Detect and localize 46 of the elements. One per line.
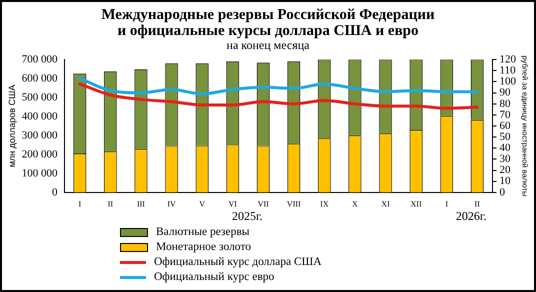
legend-label: Официальный курс евро bbox=[154, 270, 274, 285]
x-tick-label: I bbox=[78, 199, 82, 208]
y2-tick-label: 120 bbox=[500, 53, 516, 66]
y-tick-label: 400 000 bbox=[22, 110, 58, 122]
y2-tick-label: 50 bbox=[500, 130, 511, 143]
x-tick-label: I bbox=[445, 199, 448, 208]
x-tick-label: III bbox=[136, 199, 146, 208]
y2-tick-label: 80 bbox=[500, 98, 511, 110]
y-tick-label: 0 bbox=[52, 186, 58, 198]
x-tick-label: V bbox=[199, 199, 206, 208]
y2-tick-label: 110 bbox=[500, 64, 516, 77]
line-series bbox=[78, 82, 479, 110]
y-tick-label: 200 000 bbox=[22, 148, 58, 160]
y2-tick-label: 60 bbox=[500, 120, 511, 132]
x-tick-label: VI bbox=[228, 199, 238, 208]
legend-label: Монетарное золото bbox=[156, 240, 252, 255]
text: 2026г. bbox=[456, 209, 486, 224]
x-tick-label: VIII bbox=[286, 199, 302, 208]
x-tick-label: II bbox=[108, 199, 114, 208]
x-tick-label: XI bbox=[381, 199, 390, 208]
x-tick-label: X bbox=[352, 199, 358, 208]
y-tick-label: 500 000 bbox=[22, 91, 58, 104]
y2-tick-label: 20 bbox=[500, 164, 511, 176]
y-tick-label: 600 000 bbox=[22, 72, 58, 84]
legend-label: Валютные резервы bbox=[156, 225, 250, 240]
y2-tick-label: 40 bbox=[500, 142, 511, 154]
text: 2025г. bbox=[232, 209, 263, 224]
legend-label: Официальный курс доллара США bbox=[154, 255, 322, 270]
y-tick-label: 700 000 bbox=[22, 53, 58, 66]
y2-tick-label: 0 bbox=[500, 186, 506, 198]
y-tick-label: 300 000 bbox=[22, 129, 58, 142]
x-tick-label: XII bbox=[410, 199, 422, 208]
chart-title: Международные резервы Российской Федерации и официальные курсы доллара США и евро bbox=[100, 7, 436, 39]
x-tick-label: II bbox=[474, 199, 480, 208]
y2-tick-label: 10 bbox=[500, 175, 511, 188]
y2-tick-label: 90 bbox=[500, 86, 511, 99]
x-tick-label: IX bbox=[320, 199, 329, 208]
y2-tick-label: 70 bbox=[500, 108, 511, 121]
y2-tick-label: 100 bbox=[500, 76, 516, 88]
x-tick-label: VII bbox=[258, 199, 270, 208]
line-series bbox=[78, 76, 479, 96]
x-tick-label: IV bbox=[167, 199, 176, 208]
y2-tick-label: 30 bbox=[500, 153, 511, 166]
y-axis-title: млн долларов США bbox=[6, 84, 17, 168]
chart-subtitle: на конец месяца bbox=[226, 38, 310, 52]
y-tick-label: 100 000 bbox=[22, 167, 58, 180]
